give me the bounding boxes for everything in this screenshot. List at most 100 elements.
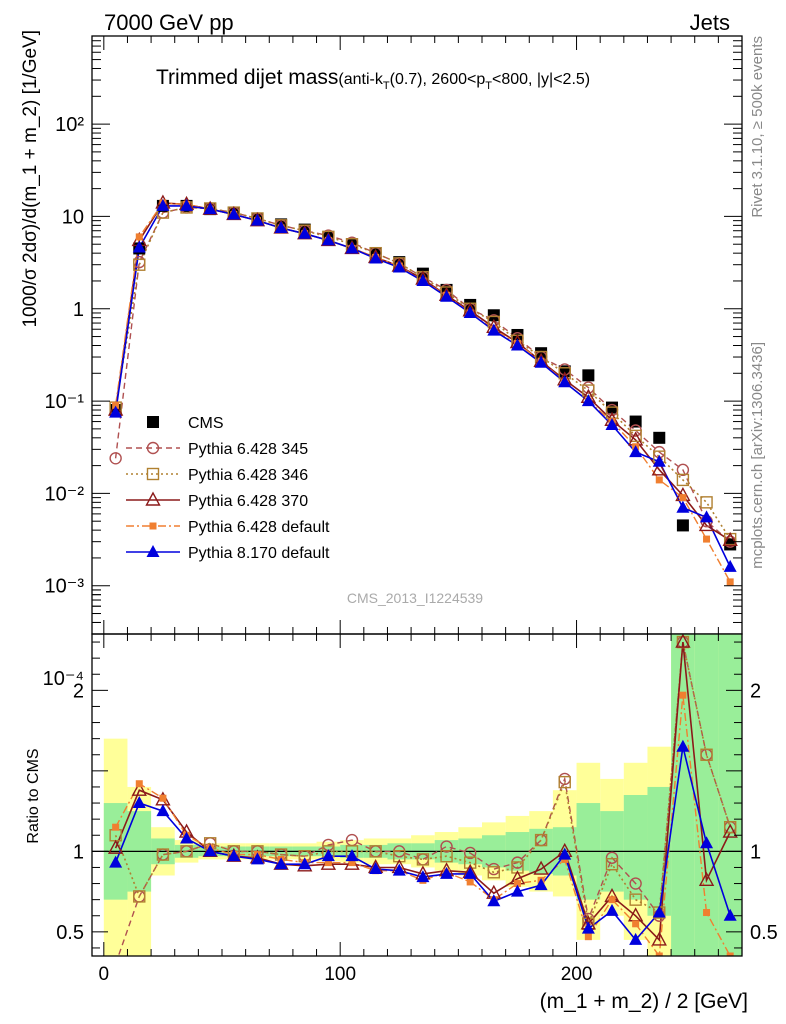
- ratio-data-point: [534, 833, 548, 847]
- ratio-data-point: [605, 851, 619, 864]
- main-data-point: [203, 202, 217, 215]
- ratio-data-point: [605, 858, 619, 871]
- main-data-point: [274, 220, 288, 233]
- main-data-point: [135, 233, 143, 241]
- main-data-point: [726, 578, 734, 586]
- main-data-point: [651, 461, 667, 476]
- main-data-point: [629, 415, 642, 428]
- ratio-data-point: [348, 859, 356, 867]
- main-data-point: [369, 251, 383, 264]
- main-data-point: [582, 369, 595, 382]
- ratio-data-point: [703, 909, 711, 917]
- ratio-data-point: [180, 845, 193, 858]
- ratio-data-point: [369, 845, 382, 858]
- header-left: 7000 GeV pp: [104, 10, 234, 35]
- ratio-data-point: [131, 781, 147, 796]
- legend-marker: [146, 545, 160, 557]
- ratio-frame: [91, 633, 743, 957]
- main-data-point: [416, 273, 430, 286]
- ratio-data-point: [558, 775, 571, 789]
- main-data-point: [345, 241, 359, 254]
- chart-title: Trimmed dijet mass(anti-kT(0.7), 2600<pT…: [156, 66, 590, 92]
- main-data-point: [605, 418, 619, 431]
- ratio-series-line: [114, 695, 731, 956]
- main-data-point: [700, 510, 714, 523]
- ratio-data-point: [700, 836, 714, 849]
- main-series-line: [114, 202, 731, 542]
- main-data-point: [629, 429, 642, 443]
- main-data-point: [676, 500, 690, 513]
- ratio-series-line: [117, 641, 731, 956]
- ratio-data-point: [392, 863, 406, 876]
- main-data-point: [676, 463, 690, 477]
- ratio-data-point: [440, 866, 454, 879]
- x-axis-label: (m_1 + m_2) / 2 [GeV]: [540, 990, 748, 1013]
- ratio-y-tick-label-right: 2: [750, 680, 761, 702]
- legend-label: Pythia 6.428 default: [188, 519, 330, 536]
- legend-label: Pythia 6.428 346: [188, 467, 308, 484]
- ratio-data-point: [534, 878, 548, 891]
- ratio-data-point: [487, 894, 501, 907]
- ratio-data-point: [132, 796, 146, 809]
- ratio-data-point: [466, 878, 474, 886]
- ratio-data-point: [345, 849, 359, 862]
- y-tick-label: 10: [62, 206, 84, 228]
- ratio-data-point: [416, 853, 430, 866]
- main-data-point: [676, 519, 689, 532]
- ratio-data-point: [440, 840, 453, 853]
- main-data-point: [629, 445, 643, 458]
- ratio-data-point: [369, 862, 383, 875]
- ratio-data-point: [203, 844, 217, 857]
- ratio-data-point: [723, 821, 737, 834]
- ratio-data-point: [510, 884, 524, 897]
- x-tick-label: 0: [99, 964, 110, 985]
- main-data-point: [679, 494, 687, 502]
- x-tick-label: 100: [324, 964, 356, 985]
- legend-marker: [147, 416, 159, 428]
- ratio-y-tick-label-right: 1: [750, 841, 761, 863]
- legend-label: Pythia 6.428 345: [188, 441, 308, 458]
- ratio-data-point: [463, 866, 477, 879]
- main-y-axis-label: 1000/σ 2dσ)/d(m_1 + m_2) [1/GeV]: [20, 30, 41, 328]
- ratio-data-point: [109, 855, 123, 868]
- y-tick-label: 10⁻³: [45, 576, 85, 598]
- ratio-data-point: [722, 823, 738, 838]
- main-data-point: [392, 260, 406, 273]
- ratio-data-point: [250, 852, 264, 865]
- ratio-data-point: [298, 857, 312, 870]
- mcplots-label: mcplots.cern.ch [arXiv:1306.3436]: [749, 342, 766, 569]
- main-data-point: [581, 394, 595, 407]
- ratio-data-point: [676, 739, 690, 752]
- analysis-watermark: CMS_2013_I1224539: [347, 590, 483, 606]
- legend-marker: [146, 467, 160, 481]
- main-data-point: [109, 452, 122, 465]
- ratio-panel: 0 100 200 0.5 0.5 1 1 2 2: [56, 36, 778, 985]
- ratio-data-point: [513, 880, 521, 888]
- ratio-data-point: [112, 823, 120, 831]
- title-main: Trimmed dijet mass: [156, 66, 338, 89]
- ratio-data-point: [675, 634, 691, 648]
- main-data-point: [723, 559, 737, 572]
- ratio-data-point: [274, 857, 288, 870]
- ratio-data-point: [156, 804, 170, 817]
- ratio-data-point: [629, 893, 642, 906]
- legend-label: Pythia 8.170 default: [188, 545, 330, 562]
- ratio-data-point: [629, 932, 643, 945]
- title-sub-suffix: <800, |y|<2.5): [492, 71, 590, 88]
- ratio-data-point: [416, 870, 430, 883]
- ratio-data-point: [726, 952, 734, 956]
- ratio-data-point: [629, 877, 642, 890]
- ratio-y-tick-label-right: 0.5: [750, 922, 778, 944]
- y-tick-label: 10⁻¹: [45, 391, 85, 413]
- ratio-band-green: [694, 634, 719, 956]
- legend-label: Pythia 6.428 370: [188, 493, 308, 510]
- ratio-y-tick-label: 0.5: [56, 922, 84, 944]
- ratio-data-point: [651, 931, 667, 946]
- ratio-data-point: [463, 846, 477, 860]
- main-data-point: [463, 305, 477, 318]
- main-data-point: [156, 198, 170, 211]
- y-tick-label: 10⁻⁴: [43, 668, 84, 690]
- ratio-data-point: [321, 849, 335, 862]
- ratio-y-tick-label: 2: [73, 680, 84, 702]
